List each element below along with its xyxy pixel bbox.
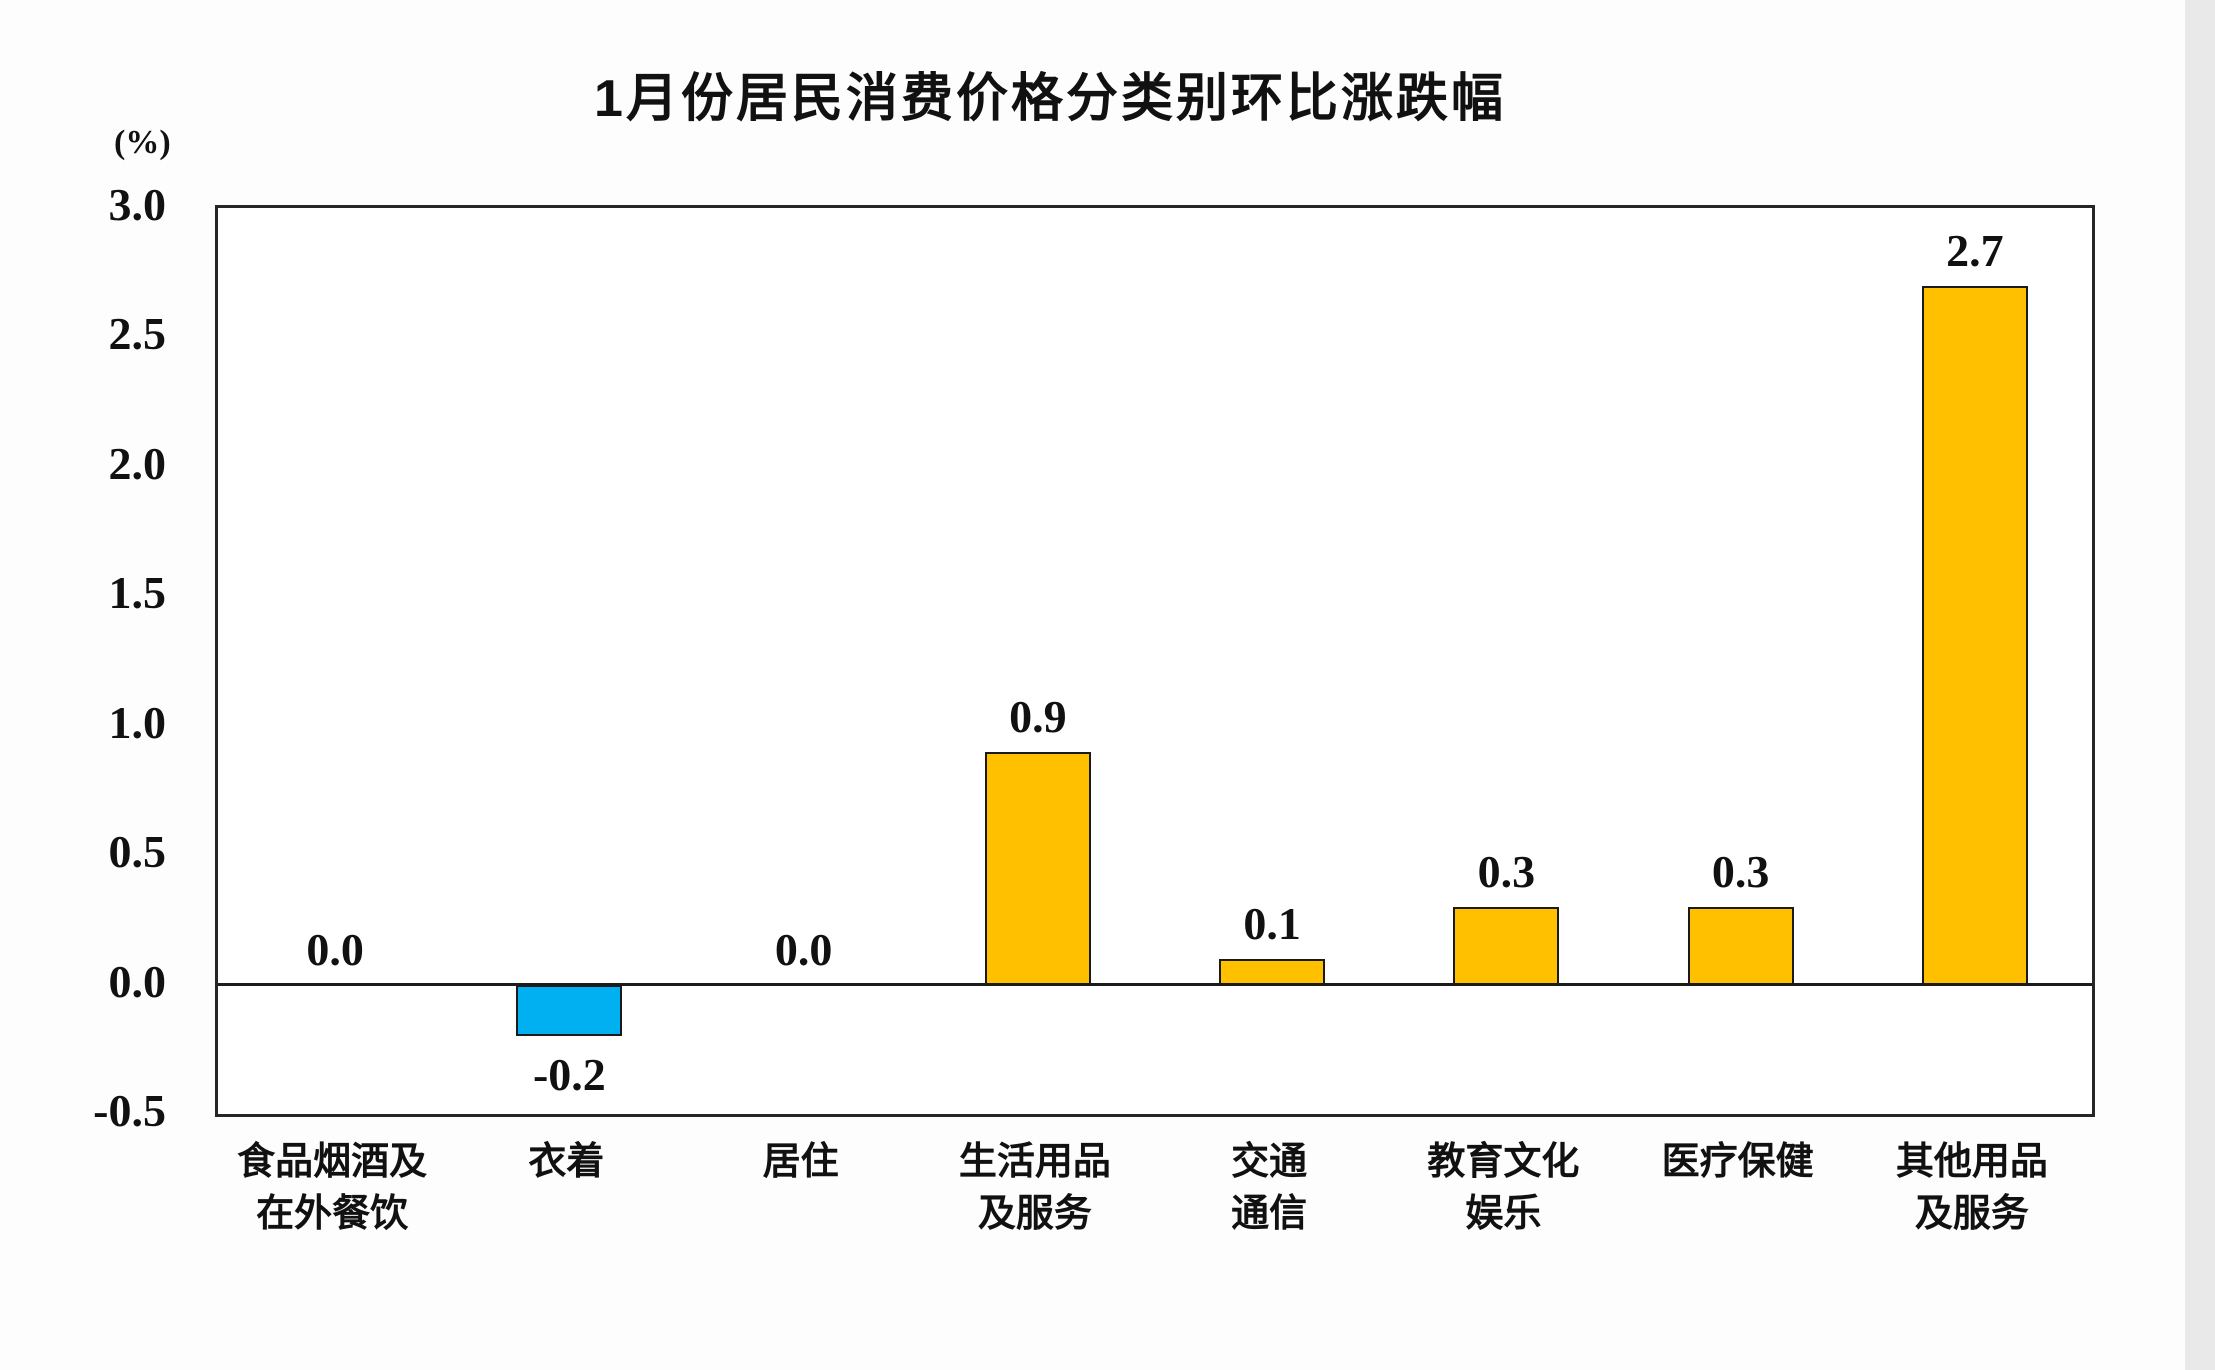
x-axis-category-line: 生活用品 xyxy=(958,1141,1111,1183)
x-axis-category-label: 教育文化 娱乐 xyxy=(1386,1136,1620,1240)
x-axis-category-line: 通信 xyxy=(1231,1193,1308,1235)
bar-value-label: 2.7 xyxy=(1946,224,2004,276)
plot-area: 0.0 -0.2 0.0 0.9 0.1 0.3 0.3 2.7 xyxy=(215,205,2095,1117)
bar-value-label: 0.1 xyxy=(1243,897,1301,949)
x-axis-category-label: 交通 通信 xyxy=(1152,1136,1386,1240)
bar-positive xyxy=(1687,906,1794,985)
bar-value-label: 0.0 xyxy=(774,923,833,975)
bar-negative xyxy=(516,984,623,1037)
x-axis-category-line: 交通 xyxy=(1231,1141,1308,1183)
x-axis-category-line: 其他用品 xyxy=(1895,1141,2048,1183)
bar-positive xyxy=(984,751,1091,985)
x-axis-category-label: 生活用品 及服务 xyxy=(918,1136,1152,1240)
y-axis-tick-label: 1.0 xyxy=(108,696,167,748)
x-axis-category-line: 医疗保健 xyxy=(1661,1141,1814,1183)
x-axis-category-label: 衣着 xyxy=(449,1136,683,1188)
x-axis-category-line: 衣着 xyxy=(528,1141,605,1183)
y-axis-tick-label: 2.5 xyxy=(108,308,167,360)
y-axis-tick-label: 0.5 xyxy=(108,826,167,878)
bar-value-label: 0.0 xyxy=(306,923,364,975)
bar-positive xyxy=(1921,285,2028,985)
x-axis-category-label: 其他用品 及服务 xyxy=(1855,1136,2089,1240)
y-axis-tick-label: -0.5 xyxy=(93,1085,166,1136)
x-axis-category-line: 及服务 xyxy=(1914,1193,2029,1235)
bar-value-label: -0.2 xyxy=(532,1049,606,1101)
x-axis-category-line: 及服务 xyxy=(977,1193,1092,1235)
bar-positive xyxy=(1219,958,1326,985)
bar-value-label: 0.3 xyxy=(1711,845,1770,897)
y-axis-tick-label: 0.0 xyxy=(108,955,167,1007)
x-axis-category-label: 医疗保健 xyxy=(1621,1136,1855,1188)
bar-value-label: 0.9 xyxy=(1009,690,1067,742)
y-axis-tick-label: 1.5 xyxy=(108,567,167,619)
page-right-margin xyxy=(2185,0,2215,1370)
y-axis: 3.0 2.5 2.0 1.5 1.0 0.5 0.0 -0.5 xyxy=(0,179,190,1136)
y-axis-unit-label: (%) xyxy=(114,124,171,161)
x-axis-category-label: 食品烟酒及 在外餐饮 xyxy=(215,1136,449,1240)
x-axis-category-line: 居住 xyxy=(762,1141,839,1183)
x-axis-category-line: 教育文化 xyxy=(1427,1141,1580,1183)
chart-title: 1月份居民消费价格分类别环比涨跌幅 xyxy=(594,70,1506,128)
x-axis-category-line: 在外餐饮 xyxy=(256,1193,409,1235)
x-axis-category-line: 食品烟酒及 xyxy=(237,1141,428,1183)
x-axis-category-line: 娱乐 xyxy=(1465,1193,1542,1235)
x-axis: 食品烟酒及 在外餐饮 衣着 居住 生活用品 及服务 交通 通信 教育文化 娱乐 医疗保健 其他用品 及服… xyxy=(215,1136,2095,1296)
bar-positive xyxy=(1453,906,1560,985)
bar-value-label: 0.3 xyxy=(1477,845,1536,897)
y-axis-tick-label: 3.0 xyxy=(108,179,167,230)
zero-axis-line xyxy=(218,983,2092,987)
x-axis-category-label: 居住 xyxy=(684,1136,918,1188)
y-axis-tick-label: 2.0 xyxy=(108,437,167,489)
